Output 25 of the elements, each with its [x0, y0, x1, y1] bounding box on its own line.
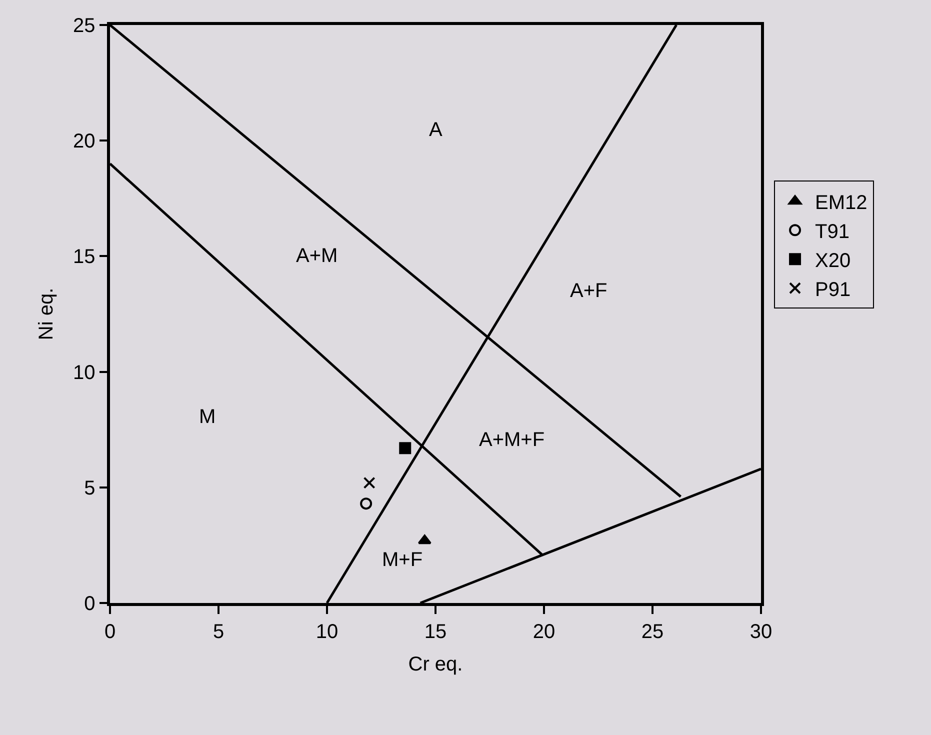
x-tick-label: 10 — [316, 620, 338, 643]
annotation: A+M+F — [479, 429, 545, 451]
legend-label: P91 — [815, 278, 851, 301]
legend-label: T91 — [815, 220, 850, 243]
x-tick-label: 15 — [424, 620, 447, 643]
x-tick-label: 30 — [750, 620, 772, 643]
legend-label: X20 — [815, 250, 851, 272]
annotation: A+M — [296, 245, 338, 267]
x-tick-label: 0 — [104, 620, 116, 643]
annotation: A+F — [570, 280, 608, 302]
y-tick-label: 5 — [84, 477, 96, 500]
y-tick-label: 20 — [73, 130, 96, 153]
x-axis-title: Cr eq. — [408, 653, 463, 676]
x-tick-label: 5 — [212, 620, 224, 643]
y-tick-label: 10 — [73, 362, 96, 384]
annotation: A — [429, 119, 443, 141]
x-tick-label: 20 — [532, 620, 556, 643]
annotation: M+F — [382, 549, 423, 571]
y-axis-title: Ni eq. — [36, 288, 58, 340]
y-tick-label: 25 — [73, 15, 96, 37]
legend-label: EM12 — [815, 192, 868, 214]
y-tick-label: 0 — [84, 593, 96, 615]
x-tick-label: 25 — [641, 620, 664, 643]
y-tick-label: 15 — [73, 246, 96, 268]
annotation: M — [199, 406, 216, 428]
